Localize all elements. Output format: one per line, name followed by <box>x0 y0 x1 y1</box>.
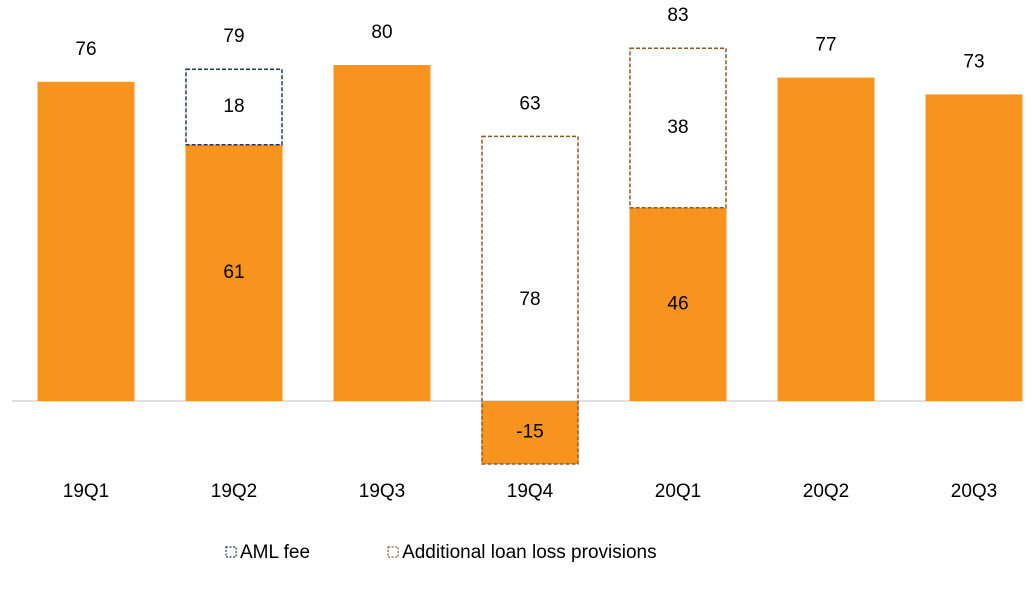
legend-label: Additional loan loss provisions <box>402 542 657 563</box>
data-label: -15 <box>516 422 543 443</box>
total-label: 79 <box>223 26 244 47</box>
bar <box>481 401 579 464</box>
total-label: 73 <box>963 51 984 72</box>
total-label: 63 <box>519 93 540 114</box>
dashed-bar <box>185 68 283 146</box>
bar <box>925 94 1023 402</box>
bar <box>777 77 875 401</box>
data-label: 38 <box>667 117 688 138</box>
legend-swatch <box>225 546 237 558</box>
bar <box>333 65 431 401</box>
dashed-bar <box>481 135 579 465</box>
bar <box>629 207 727 401</box>
bar <box>185 144 283 402</box>
x-tick-label: 19Q2 <box>211 481 257 502</box>
bar <box>37 81 135 402</box>
total-label: 83 <box>667 5 688 26</box>
legend-swatch <box>387 546 399 558</box>
data-label: 78 <box>519 289 540 310</box>
data-label: 61 <box>223 262 244 283</box>
legend-label: AML fee <box>240 542 310 563</box>
data-label: 18 <box>223 96 244 117</box>
data-label: 46 <box>667 293 688 314</box>
x-tick-label: 20Q2 <box>803 481 849 502</box>
x-tick-label: 19Q3 <box>359 481 405 502</box>
total-label: 76 <box>75 39 96 60</box>
total-label: 80 <box>371 22 392 43</box>
x-tick-label: 20Q1 <box>655 481 701 502</box>
total-label: 77 <box>815 35 836 56</box>
x-tick-label: 19Q4 <box>507 481 554 502</box>
x-tick-label: 20Q3 <box>951 481 997 502</box>
dashed-bar <box>629 47 727 209</box>
x-tick-label: 19Q1 <box>63 481 109 502</box>
